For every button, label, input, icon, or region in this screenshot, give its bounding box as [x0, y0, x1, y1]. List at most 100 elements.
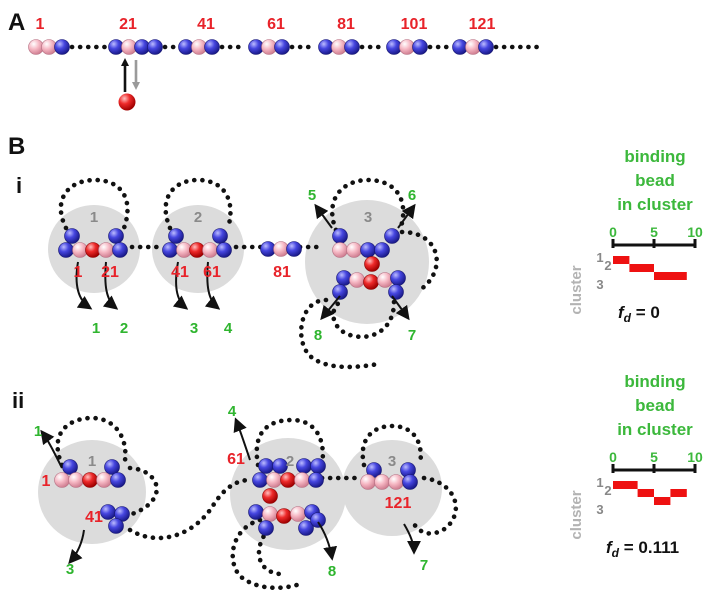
fd-symbol: f	[618, 303, 626, 322]
binding-site-bead	[58, 242, 74, 258]
cluster-run-bar	[613, 481, 638, 489]
arrows-ii	[40, 417, 421, 565]
cluster-run-bar	[670, 489, 687, 497]
bead-label-41: 41	[85, 509, 103, 526]
cluster-run-bar	[654, 272, 687, 280]
binding-index-5: 5	[308, 187, 316, 204]
cluster-id-2: 2	[286, 453, 294, 470]
binding-site-bead	[258, 520, 274, 536]
cluster-id-1: 1	[88, 453, 96, 470]
bars	[613, 256, 687, 280]
monomer-bead	[294, 472, 310, 488]
bead-label-21: 21	[119, 16, 137, 33]
panel-b-letter: B	[8, 133, 25, 160]
binding-index-1: 1	[92, 320, 100, 337]
subpanel-ii-label: ii	[12, 388, 24, 413]
y-tick-2: 2	[604, 258, 611, 273]
cluster-run-bar	[629, 264, 654, 272]
binding-index-4: 4	[228, 403, 237, 420]
panel-b-ii: ii 1 2 3 1 41 61 121 1	[12, 388, 459, 591]
binding-index-6: 6	[408, 187, 416, 204]
binding-index-8: 8	[314, 327, 322, 344]
binder-bead	[364, 256, 380, 272]
bead-labels-a: 1 21 41 61 81 101 121	[36, 16, 496, 33]
x-tick-5: 5	[650, 224, 658, 240]
binding-index-2: 2	[120, 320, 128, 337]
binder-bead	[280, 472, 296, 488]
cluster-id-1: 1	[90, 209, 98, 226]
fd-value: fd = 0	[618, 303, 660, 325]
binding-site-bead	[360, 242, 376, 258]
polymer-chain	[28, 39, 543, 55]
binding-site-bead	[374, 242, 390, 258]
fd-value: fd = 0.111	[606, 538, 679, 560]
binding-site-bead	[258, 458, 274, 474]
binding-site-bead	[308, 472, 324, 488]
binder-exchange	[118, 58, 140, 111]
fd-subscript: d	[612, 546, 620, 560]
chart-title-line-3: in cluster	[617, 195, 693, 214]
monomer-bead	[68, 472, 84, 488]
x-tick-5: 5	[650, 449, 658, 465]
binding-site-bead	[108, 518, 124, 534]
cluster-id-2: 2	[194, 209, 202, 226]
y-axis-label: cluster	[568, 490, 585, 539]
cluster-id-3: 3	[364, 209, 372, 226]
monomer-bead	[98, 242, 114, 258]
chain-loops-ii	[55, 415, 459, 591]
bead-label-121: 121	[469, 16, 496, 33]
cluster-id-3: 3	[388, 453, 396, 470]
binding-site-bead	[108, 228, 124, 244]
x-tick-10: 10	[687, 449, 703, 465]
binding-site-bead	[112, 242, 128, 258]
bead-label-41: 41	[197, 16, 215, 33]
binding-index-8: 8	[328, 563, 336, 580]
arrows-i	[75, 203, 416, 321]
bead-label-101: 101	[401, 16, 428, 33]
binder-bead	[363, 274, 379, 290]
monomer-bead	[96, 472, 112, 488]
y-tick-1: 1	[596, 475, 603, 490]
fd-number: = 0	[631, 303, 660, 322]
x-tick-0: 0	[609, 449, 617, 465]
binding-site-bead	[147, 39, 163, 55]
binding-index-1: 1	[34, 423, 42, 440]
y-tick-3: 3	[596, 502, 603, 517]
chart-title-line-2: bead	[635, 396, 675, 415]
binding-index-3: 3	[190, 320, 198, 337]
chart-title-line-2: bead	[635, 171, 675, 190]
monomer-bead	[349, 272, 365, 288]
binder-bead	[276, 508, 292, 524]
monomer-bead	[346, 242, 362, 258]
bead-label-61: 61	[267, 16, 285, 33]
bead-label-61: 61	[227, 451, 245, 468]
binding-site-bead	[64, 228, 80, 244]
binding-site-bead	[110, 472, 126, 488]
binding-site-bead	[212, 228, 228, 244]
panel-a-letter: A	[8, 9, 25, 36]
binding-site-bead	[296, 458, 312, 474]
panel-b-i: i 1 2 3 1 21	[16, 173, 439, 370]
monomer-bead	[360, 474, 376, 490]
binder-bead	[262, 488, 278, 504]
binding-site-bead	[336, 270, 352, 286]
bead-label-81: 81	[273, 264, 291, 281]
bead-label-1: 1	[36, 16, 45, 33]
x-tick-0: 0	[609, 224, 617, 240]
bead-label-121: 121	[385, 495, 412, 512]
subpanel-i-label: i	[16, 173, 22, 198]
bead-label-81: 81	[337, 16, 355, 33]
binding-site-bead	[384, 228, 400, 244]
monomer-bead	[266, 472, 282, 488]
chart-title-line-3: in cluster	[617, 420, 693, 439]
binding-site-bead	[402, 474, 418, 490]
binding-index-3: 3	[66, 561, 74, 578]
binding-site-bead	[104, 459, 120, 475]
binding-site-bead	[332, 228, 348, 244]
binding-site-bead	[298, 520, 314, 536]
beads-i	[58, 228, 406, 300]
fd-subscript: d	[624, 311, 632, 325]
binding-site-bead	[252, 472, 268, 488]
binding-site-bead	[310, 512, 326, 528]
binding-site-bead	[390, 270, 406, 286]
